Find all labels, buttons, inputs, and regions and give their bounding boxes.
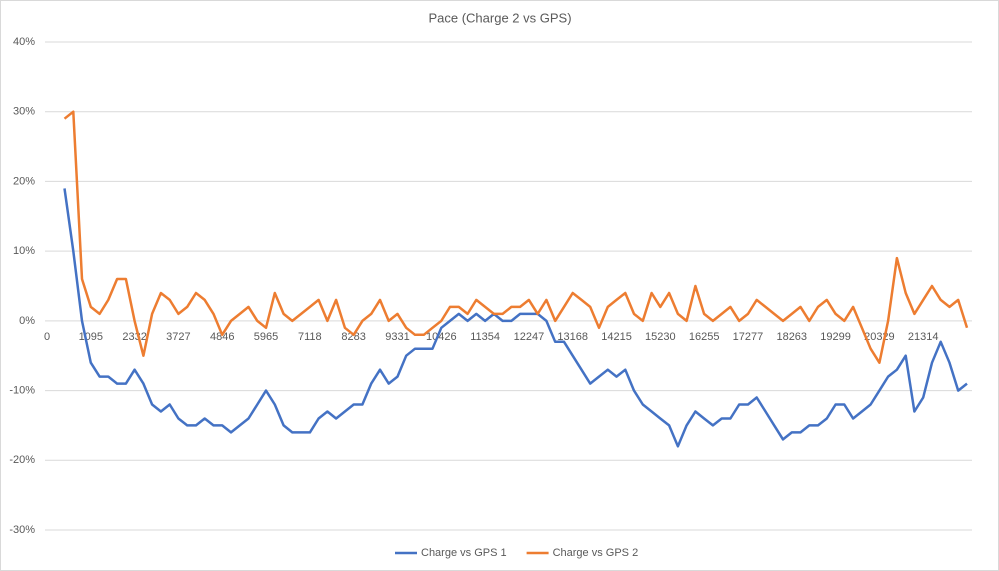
x-tick-label: 11354 (470, 331, 500, 343)
y-tick-label: 10% (13, 245, 35, 257)
x-tick-label: 16255 (689, 331, 720, 343)
series-line (63, 188, 968, 448)
x-tick-label: 2332 (122, 331, 146, 343)
y-tick-label: -20% (9, 454, 35, 466)
x-tick-label: 4846 (210, 331, 234, 343)
x-tick-label: 0 (44, 331, 50, 343)
x-tick-label: 13168 (557, 331, 588, 343)
x-tick-label: 7118 (298, 331, 322, 343)
x-tick-label: 21314 (908, 331, 939, 343)
x-tick-label: 12247 (514, 331, 545, 343)
y-tick-label: 20% (13, 175, 35, 187)
x-tick-label: 15230 (645, 331, 676, 343)
x-tick-label: 19299 (820, 331, 851, 343)
x-tick-label: 3727 (166, 331, 190, 343)
x-tick-label: 17277 (733, 331, 764, 343)
x-tick-label: 10426 (426, 331, 457, 343)
y-tick-label: -10% (9, 384, 35, 396)
x-tick-label: 5965 (254, 331, 278, 343)
y-tick-label: 30% (13, 106, 35, 118)
x-tick-label: 9331 (385, 331, 409, 343)
y-tick-label: 40% (13, 36, 35, 48)
x-tick-label: 8283 (341, 331, 365, 343)
y-tick-label: 0% (19, 315, 35, 327)
legend-label: Charge vs GPS 2 (553, 547, 639, 559)
chart-title: Pace (Charge 2 vs GPS) (428, 10, 571, 25)
series-line (63, 110, 969, 364)
legend-label: Charge vs GPS 1 (421, 547, 507, 559)
x-tick-label: 20329 (864, 331, 895, 343)
x-tick-label: 14215 (601, 331, 632, 343)
y-tick-label: -30% (9, 524, 35, 536)
x-tick-label: 18263 (776, 331, 807, 343)
x-tick-label: 1095 (79, 331, 103, 343)
